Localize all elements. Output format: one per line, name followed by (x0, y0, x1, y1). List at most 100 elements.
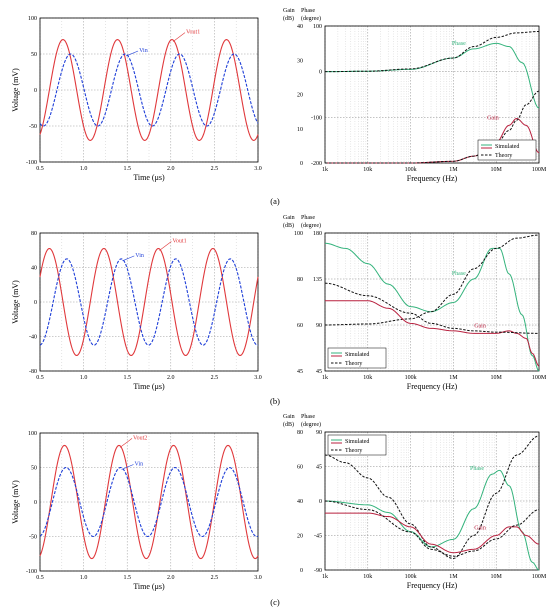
phase-axis-unit: (degree) (301, 15, 321, 22)
annotation-label-vout1: Vout1 (172, 239, 186, 245)
annotation-arrow (159, 241, 172, 251)
plot-frame (39, 432, 259, 572)
gain-axis-label: Gain (283, 414, 295, 420)
x-tick-label: 100M (532, 167, 547, 173)
x-axis-label: Time (μs) (133, 173, 165, 182)
gain-tick-label: 40 (297, 24, 303, 30)
phase-tick-label: -45 (314, 534, 322, 540)
phase-tick-label: 180 (313, 231, 322, 237)
phase-tick-label: -90 (314, 568, 322, 574)
y-tick-label: -50 (29, 124, 37, 130)
legend-label-theory: Theory (345, 448, 362, 454)
x-tick-label: 1k (322, 167, 328, 173)
x-tick-label: 1.0 (80, 375, 88, 381)
annotation-label-gain: Gain (474, 323, 486, 329)
gain-tick-label: 60 (297, 465, 303, 471)
series-line-vout1 (39, 39, 259, 141)
series-line-gain-sim (325, 512, 540, 554)
y-tick-label: 0 (34, 300, 37, 306)
gain-axis-label: Gain (283, 215, 295, 221)
gain-axis-label: Gain (283, 8, 295, 14)
x-tick-label: 2.0 (167, 166, 175, 172)
phase-axis-label: Phase (301, 414, 315, 420)
time-plot-a: 0.5 1.0 1.5 2.0 2.5 3.0 100 50 0 -50 -100 Vout1 Vin T… (11, 16, 262, 182)
series-line-gain-theory (324, 282, 540, 334)
y-tick-label: -100 (26, 569, 37, 575)
freq-plot-c: 1k 10k 100k 1M 10M 100M 80 60 40 20 0 90 45 0 -45 -90 Ga… (283, 414, 547, 590)
time-plot-c: 0.5 1.0 1.5 2.0 2.5 3.0 100 50 0 -50 -100 Vout2 Vin T… (11, 431, 262, 591)
y-tick-label: 0 (34, 88, 37, 94)
x-axis-label: Time (μs) (133, 582, 165, 591)
x-tick-label: 10M (491, 574, 503, 580)
y-tick-label: 0 (34, 500, 37, 506)
freq-plot-b: 1k 10k 100k 1M 10M 100M 100 80 60 45 180 135 90 45 Gai… (283, 215, 547, 391)
phase-tick-label: 0 (319, 499, 322, 505)
x-tick-label: 1k (322, 574, 328, 580)
phase-tick-label: -100 (311, 115, 322, 121)
legend: Simulated Theory (477, 139, 537, 161)
annotation-label-phase: Phase (452, 271, 466, 277)
x-tick-label: 2.5 (211, 375, 219, 381)
phase-tick-label: -200 (311, 161, 322, 167)
x-tick-label: 10M (491, 167, 503, 173)
annotation-label-phase: Phase (452, 41, 466, 47)
gain-tick-label: 20 (297, 534, 303, 540)
y-axis-label: Voltage (mV) (11, 68, 20, 112)
y-tick-label: 100 (28, 431, 37, 437)
x-tick-label: 100M (532, 375, 547, 381)
x-tick-label: 10k (363, 574, 372, 580)
x-tick-label: 1.5 (123, 575, 131, 581)
annotation-label-vin: Vin (139, 48, 148, 54)
x-axis-label: Frequency (Hz) (407, 581, 458, 590)
gain-tick-label: 30 (297, 58, 303, 64)
plot-frame (39, 232, 259, 372)
x-tick-label: 100k (405, 574, 417, 580)
annotation-label-vin: Vin (135, 462, 144, 468)
legend-label-simulated: Simulated (345, 439, 369, 445)
gain-tick-label: 20 (297, 93, 303, 99)
x-tick-label: 2.0 (167, 575, 175, 581)
x-tick-label: 100k (405, 375, 417, 381)
gain-tick-label: 0 (300, 161, 303, 167)
x-tick-label: 0.5 (36, 166, 44, 172)
annotation-arrow (119, 438, 133, 448)
annotation-label-gain: Gain (487, 115, 499, 121)
phase-tick-label: 45 (316, 465, 322, 471)
x-tick-label: 100M (532, 574, 547, 580)
time-plot-b: 0.5 1.0 1.5 2.0 2.5 3.0 80 40 0 -40 -80 Vout1 Vin Tim… (11, 231, 262, 391)
legend-box (327, 347, 387, 369)
x-tick-label: 1M (449, 375, 458, 381)
x-axis-label: Frequency (Hz) (407, 382, 458, 391)
freq-plot-a: 1k 10k 100k 1M 10M 100M4030201001000-100-200G… (283, 8, 547, 183)
annotation-label-gain: Gain (474, 526, 486, 532)
y-axis-label: Voltage (mV) (11, 280, 20, 324)
phase-tick-label: 90 (316, 323, 322, 329)
x-tick-label: 2.0 (167, 375, 175, 381)
y-tick-label: -40 (29, 335, 37, 341)
y-tick-label: 50 (31, 52, 37, 58)
gain-tick-label: 100 (294, 231, 303, 237)
legend-label-simulated: Simulated (345, 352, 369, 358)
panel-label-b: (b) (270, 396, 280, 406)
phase-axis-unit: (degree) (301, 421, 321, 428)
plot-frame (324, 232, 540, 372)
x-tick-label: 10M (491, 375, 503, 381)
legend-label-theory: Theory (495, 153, 512, 159)
gain-axis-unit: (dB) (283, 421, 294, 428)
plot-frame (39, 17, 259, 163)
annotation-arrow (125, 50, 139, 57)
y-axis-label: Voltage (mV) (11, 480, 20, 524)
x-tick-label: 1M (449, 574, 458, 580)
legend-label-simulated: Simulated (495, 144, 519, 150)
x-tick-label: 1.0 (80, 575, 88, 581)
phase-axis-label: Phase (301, 215, 315, 221)
series-line-phase-sim (324, 469, 540, 571)
y-tick-label: 100 (28, 16, 37, 22)
x-tick-label: 3.0 (254, 166, 262, 172)
annotation-arrow (121, 464, 134, 470)
series-line-gain-theory (324, 500, 540, 557)
annotation-label-phase: Phase (470, 466, 484, 472)
gain-tick-label: 45 (297, 369, 303, 375)
x-axis-label: Frequency (Hz) (407, 174, 458, 183)
x-tick-label: 0.5 (36, 575, 44, 581)
